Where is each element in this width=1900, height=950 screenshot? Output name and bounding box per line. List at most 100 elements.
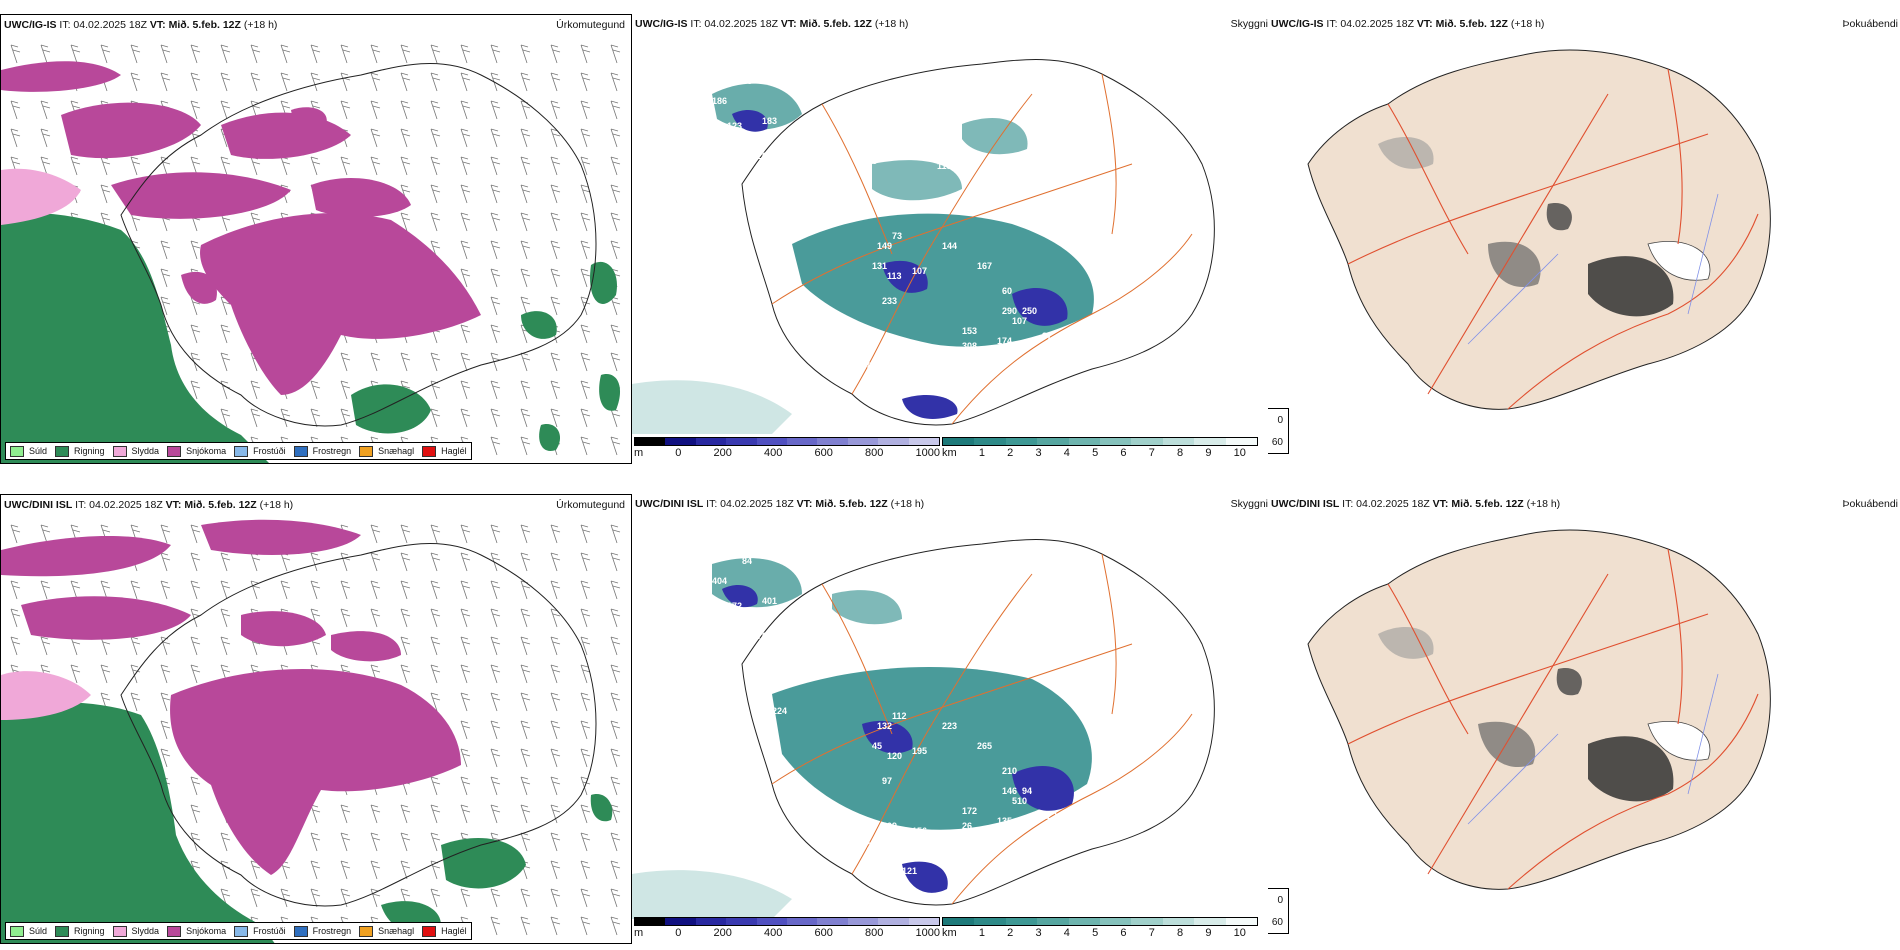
coastline bbox=[120, 542, 597, 907]
legend-label: Haglél bbox=[441, 926, 467, 936]
visibility-colorbar-labels: km 1 2 3 4 5 6 7 8 9 10 bbox=[942, 447, 1246, 459]
legend-label: Rigning bbox=[74, 446, 105, 456]
ceiling-value-label: 117 bbox=[772, 181, 787, 191]
roads bbox=[771, 553, 1193, 905]
ceiling-value-label: 295 bbox=[957, 361, 972, 371]
legend-label: Frostúði bbox=[253, 926, 286, 936]
ceiling-value-label: 146 bbox=[1002, 786, 1017, 796]
ceiling-value-label: 37 bbox=[1042, 331, 1052, 341]
legend-item: Frostúði bbox=[234, 925, 286, 937]
rain-area bbox=[590, 261, 617, 304]
precip-legend: Súld Rigning Slydda Snjókoma Frostúði Frostre… bbox=[5, 442, 472, 460]
legend-label: Súld bbox=[29, 446, 48, 456]
ceiling-value-label: 112 bbox=[892, 711, 907, 721]
lead-time: (+18 h) bbox=[259, 499, 294, 511]
ceiling-value-label: 31 bbox=[902, 386, 912, 396]
ceiling-value-label: 84 bbox=[742, 556, 752, 566]
colorbar-tick-label: 10 bbox=[1233, 927, 1246, 939]
colorbar-segment bbox=[1005, 918, 1038, 925]
fog-legend-label: 0 bbox=[1277, 414, 1283, 426]
colorbar-unit: km bbox=[942, 447, 957, 459]
ceiling-value-label: 183 bbox=[692, 701, 707, 711]
rivers bbox=[1467, 673, 1719, 825]
panel-header: UWC/DINI ISL IT: 04.02.2025 18Z VT: Mið.… bbox=[4, 499, 293, 511]
ceiling-value-label: 242 bbox=[867, 841, 882, 851]
ceiling-value-label: 150 bbox=[987, 826, 1002, 836]
ceiling-value-label: 74 bbox=[722, 211, 732, 221]
colorbar-tick-label: 5 bbox=[1092, 927, 1099, 939]
ceiling-value-label: 131 bbox=[872, 261, 887, 271]
panel-header: UWC/DINI ISL IT: 04.02.2025 18Z VT: Mið.… bbox=[1271, 498, 1560, 510]
colorbar-tick-label: 4 bbox=[1063, 927, 1070, 939]
colorbar-tick-label: 2 bbox=[1007, 927, 1014, 939]
legend-label: Snæhagl bbox=[378, 926, 415, 936]
ceiling-value-label: 309 bbox=[882, 821, 897, 831]
legend-swatch bbox=[112, 925, 127, 937]
valid-time: VT: Mið. 5.feb. 12Z bbox=[780, 18, 872, 30]
ceiling-value-label: 172 bbox=[962, 806, 977, 816]
colorbar-segment bbox=[1100, 438, 1132, 445]
ceiling-values: 36 186 123 183 303 82 260 166 117 127 131 203 256 323… bbox=[692, 76, 1052, 396]
panel-header: UWC/DINI ISL IT: 04.02.2025 18Z VT: Mið.… bbox=[635, 498, 924, 510]
colorbar-segment bbox=[943, 438, 975, 445]
precip-type-panel-row1: UWC/IG-IS IT: 04.02.2025 18Z VT: Mið. 5.… bbox=[0, 14, 632, 464]
fog-area bbox=[1378, 136, 1434, 169]
ceiling-value-label: 200 bbox=[772, 661, 787, 671]
ceiling-value-label: 94 bbox=[1022, 786, 1032, 796]
snow-area bbox=[61, 102, 201, 159]
ceiling-colorbar-labels: m 0 200 400 600 800 1000 bbox=[634, 927, 940, 939]
panel-title-fog: Þokuábendi bbox=[1842, 18, 1898, 30]
sleet-area bbox=[1, 168, 81, 225]
snow-area bbox=[201, 519, 361, 555]
cloud-area bbox=[872, 160, 962, 201]
panel-title-sky: Skyggni bbox=[1230, 18, 1268, 30]
ceiling-value-label: 203 bbox=[832, 156, 847, 166]
panel-title-precip: Úrkomutegund bbox=[556, 19, 625, 31]
legend-swatch bbox=[234, 445, 249, 457]
land-area bbox=[1307, 49, 1771, 410]
ceiling-colorbar-labels: m 0 200 400 600 800 1000 bbox=[634, 447, 940, 459]
colorbar-segment bbox=[635, 918, 666, 925]
colorbar-segment bbox=[1131, 918, 1163, 925]
cloud-area bbox=[632, 870, 792, 919]
legend-label: Frostregn bbox=[312, 446, 352, 456]
fog-legend-row: 0 bbox=[1268, 409, 1288, 431]
legend-swatch bbox=[55, 445, 70, 457]
legend-swatch bbox=[167, 445, 182, 457]
panel-header: UWC/IG-IS IT: 04.02.2025 18Z VT: Mið. 5.… bbox=[4, 19, 277, 31]
legend-swatch bbox=[422, 445, 437, 457]
legend-item: Frostúði bbox=[234, 445, 286, 457]
snow-area bbox=[241, 611, 326, 647]
ceiling-value-label: 510 bbox=[1012, 796, 1027, 806]
fog-legend-label: 60 bbox=[1271, 916, 1283, 928]
ceiling-value-label: 224 bbox=[772, 706, 787, 716]
model-name: UWC/DINI ISL bbox=[4, 499, 73, 511]
visibility-colorbar bbox=[942, 917, 1258, 926]
coastline bbox=[741, 59, 1215, 426]
legend-swatch bbox=[359, 445, 374, 457]
lead-time: (+18 h) bbox=[874, 18, 909, 30]
model-name: UWC/IG-IS bbox=[4, 19, 57, 31]
ceiling-value-label: 120 bbox=[887, 751, 902, 761]
snow-area bbox=[331, 631, 401, 662]
ceiling-value-label: 187 bbox=[987, 346, 1002, 356]
ceiling-value-label: 123 bbox=[727, 121, 742, 131]
snow-area bbox=[21, 596, 191, 640]
ceiling-value-label: 404 bbox=[712, 576, 727, 586]
model-name: UWC/IG-IS bbox=[1271, 18, 1324, 30]
rain-area bbox=[1, 213, 269, 463]
colorbar-segment bbox=[817, 918, 848, 925]
precip-type-panel-row2: UWC/DINI ISL IT: 04.02.2025 18Z VT: Mið.… bbox=[0, 494, 632, 944]
colorbar-segment bbox=[974, 438, 1006, 445]
ceiling-value-label: 172 bbox=[727, 601, 742, 611]
ceiling-value-label: 89 bbox=[832, 636, 842, 646]
fog-area bbox=[1546, 203, 1572, 231]
ceiling-value-label: 195 bbox=[912, 746, 927, 756]
ceiling-value-label: 183 bbox=[762, 116, 777, 126]
legend-item: Frostregn bbox=[293, 445, 352, 457]
colorbar-segment bbox=[847, 918, 879, 925]
colorbar-segment bbox=[1194, 438, 1226, 445]
ceiling-value-label: 401 bbox=[762, 596, 777, 606]
colorbar-segment bbox=[1194, 918, 1226, 925]
